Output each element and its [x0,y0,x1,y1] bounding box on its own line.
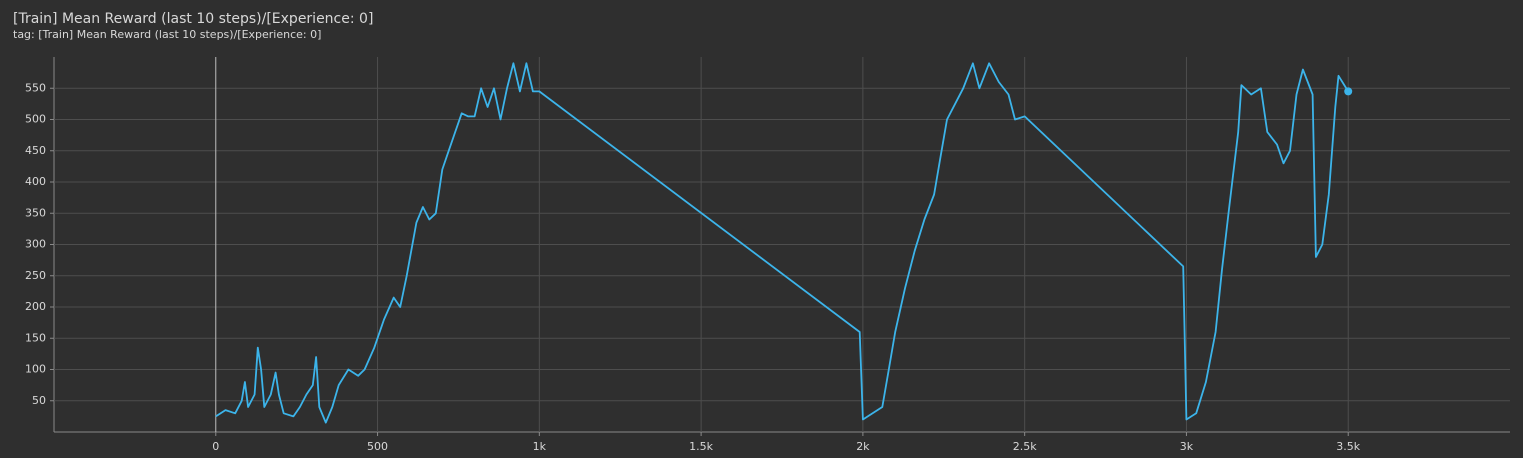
y-tick-label: 100 [25,363,46,376]
chart-title: [Train] Mean Reward (last 10 steps)/[Exp… [13,11,373,27]
x-tick-label: 0 [212,440,219,453]
x-tick-label: 3.5k [1336,440,1360,453]
x-tick-label: 1.5k [689,440,713,453]
y-tick-label: 350 [25,206,46,219]
y-tick-label: 200 [25,300,46,313]
x-tick-label: 2k [856,440,870,453]
x-tick-label: 2.5k [1013,440,1037,453]
y-tick-label: 400 [25,175,46,188]
y-tick-label: 450 [25,144,46,157]
x-tick-label: 500 [367,440,388,453]
x-tick-label: 3k [1180,440,1194,453]
y-tick-label: 500 [25,113,46,126]
line-series [215,62,1349,424]
y-tick-label: 300 [25,238,46,251]
y-tick-label: 150 [25,331,46,344]
y-tick-label: 250 [25,269,46,282]
y-tick-label: 50 [32,394,46,407]
end-point [1344,87,1353,96]
x-tick-label: 1k [533,440,547,453]
y-tick-label: 550 [25,81,46,94]
chart-subtitle: tag: [Train] Mean Reward (last 10 steps)… [13,28,321,41]
